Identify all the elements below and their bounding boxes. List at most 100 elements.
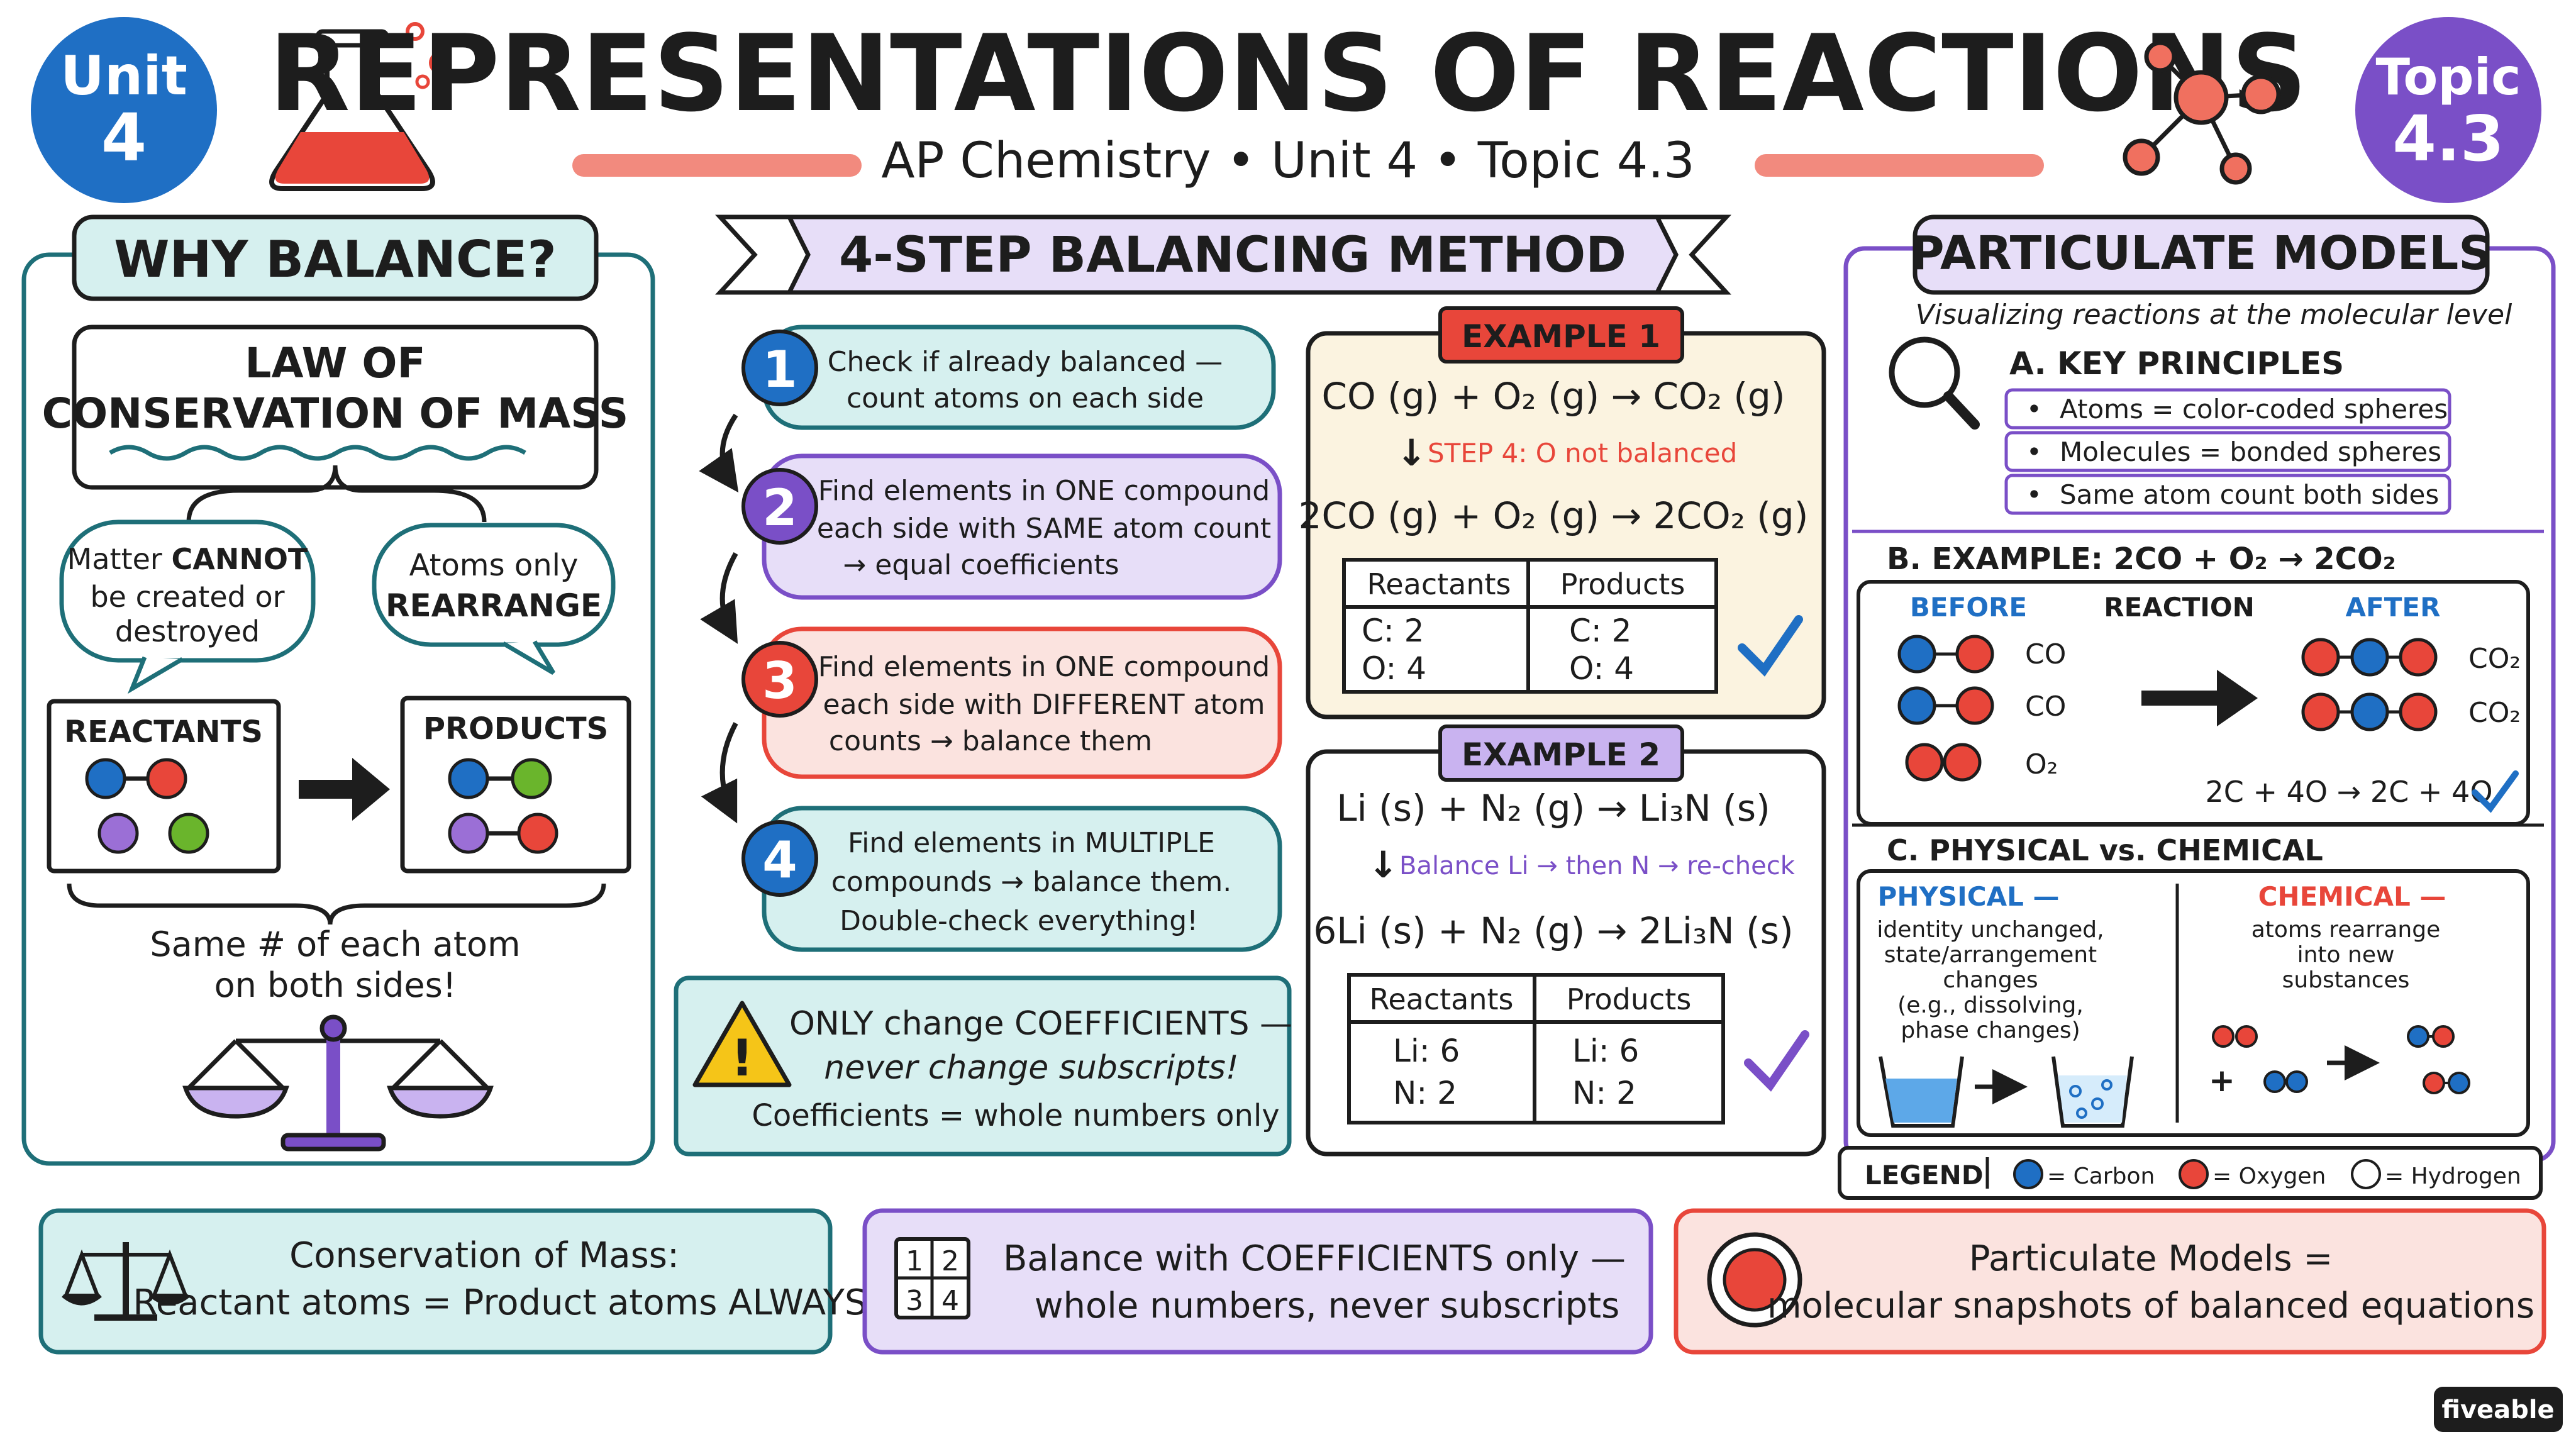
- atom-count: 2C + 4O → 2C + 4O: [2205, 775, 2492, 809]
- atoms-brace: [67, 883, 606, 925]
- summary-1-line1: Conservation of Mass:: [289, 1235, 679, 1276]
- bubble1-bold: CANNOT: [171, 542, 308, 576]
- magnifier-icon: [1889, 336, 1980, 430]
- summary-particulate: Particulate Models = molecular snapshots…: [1674, 1208, 2546, 1355]
- warning-line2: never change subscripts!: [824, 1049, 1238, 1087]
- step-3: 3 Find elements in ONE compound each sid…: [741, 626, 1282, 779]
- principle-3: Same atom count both sides: [2060, 479, 2439, 510]
- o2-molecule: [1905, 743, 1982, 782]
- before-label-2: CO: [2025, 691, 2066, 723]
- scale-icon: [182, 1014, 494, 1152]
- warning-line1: ONLY change COEFFICIENTS —: [789, 1005, 1292, 1043]
- chemical-line3: substances: [2282, 967, 2410, 993]
- physical-line1: identity unchanged,: [1877, 917, 2104, 943]
- summary-2-line2: whole numbers, never subscripts: [1035, 1285, 1620, 1326]
- step-4-line3: Double-check everything!: [840, 905, 1198, 937]
- summary-3-line2: molecular snapshots of balanced equation…: [1767, 1285, 2534, 1326]
- bubble2-bold: REARRANGE: [386, 587, 602, 624]
- law-underline: [109, 445, 526, 461]
- reaction-arrow-icon: [299, 758, 390, 821]
- step-connector-1: [699, 413, 739, 493]
- example-2-r2: N: 2: [1393, 1075, 1457, 1111]
- svg-text:↓: ↓: [1396, 431, 1427, 474]
- reaction-label: REACTION: [2104, 592, 2255, 623]
- beaker-dissolved-icon: [2051, 1056, 2134, 1128]
- example-1-p2: O: 4: [1569, 650, 1634, 687]
- topic-badge: Topic 4.3: [2355, 17, 2541, 203]
- step-4-line1: Find elements in MULTIPLE: [848, 827, 1215, 859]
- svg-text:Matter CANNOT: Matter CANNOT: [67, 542, 308, 576]
- summary-2-line1: Balance with COEFFICIENTS only —: [1003, 1238, 1626, 1279]
- physical-line2: state/arrangement: [1884, 942, 2097, 968]
- legend-hydrogen: = Hydrogen: [2385, 1163, 2521, 1189]
- example-1-step-note: STEP 4: O not balanced: [1428, 438, 1737, 469]
- principle-2: Molecules = bonded spheres: [2060, 436, 2441, 467]
- grid-digit-1: 1: [906, 1245, 923, 1277]
- summary-3-line1: Particulate Models =: [1969, 1238, 2333, 1279]
- after-label-1: CO₂: [2468, 643, 2521, 675]
- chemical-line1: atoms rearrange: [2251, 917, 2441, 943]
- before-label-1: CO: [2025, 638, 2066, 670]
- step-1: 1 Check if already balanced — count atom…: [741, 325, 1276, 430]
- example-2-th-products: Products: [1567, 982, 1692, 1016]
- particulate-panel: PARTICULATE MODELS Visualizing reactions…: [1838, 214, 2556, 1200]
- warning-line3: Coefficients = whole numbers only: [752, 1098, 1279, 1133]
- step-connector-3: [701, 722, 738, 824]
- why-title: WHY BALANCE?: [114, 230, 556, 289]
- legend-label: LEGEND: [1865, 1160, 1984, 1191]
- step-4-number: 4: [762, 831, 797, 889]
- bubble-rearrange: Atoms only REARRANGE: [372, 523, 616, 675]
- reactants-label: REACTANTS: [64, 714, 263, 750]
- example-1-label: EXAMPLE 1: [1462, 318, 1660, 355]
- why-balance-panel: WHY BALANCE? LAW OF CONSERVATION OF MASS…: [21, 214, 655, 1166]
- before-label-3: O₂: [2025, 748, 2058, 780]
- physical-line3: changes: [1943, 967, 2038, 993]
- step-2-line3: → equal coefficients: [843, 549, 1119, 581]
- title-underline-left: [572, 154, 862, 177]
- legend-carbon: = Carbon: [2047, 1163, 2155, 1189]
- step-2-line1: Find elements in ONE compound: [818, 475, 1270, 507]
- example-2-step-note: Balance Li → then N → re-check: [1399, 852, 1796, 880]
- beaker-icon: [1879, 1056, 1964, 1128]
- particulate-subtitle: Visualizing reactions at the molecular l…: [1916, 299, 2512, 331]
- key-principles-title: A. KEY PRINCIPLES: [2009, 345, 2344, 382]
- green-atom: [168, 813, 209, 854]
- summary-1-line2: Reactant atoms = Product atoms ALWAYS: [133, 1282, 867, 1323]
- products-box: PRODUCTS: [400, 696, 631, 874]
- check-icon: [2472, 770, 2519, 813]
- unit-badge: Unit 4: [31, 17, 217, 203]
- co2-molecule: [2301, 692, 2438, 731]
- grid-digit-4: 4: [941, 1285, 959, 1317]
- chemical-products-icon: [2407, 1025, 2470, 1094]
- topic-badge-label: Topic: [2375, 48, 2521, 106]
- bubble1-line3: destroyed: [115, 614, 260, 648]
- step-4-line2: compounds → balance them.: [831, 866, 1232, 898]
- warning-icon: [692, 1001, 792, 1087]
- summary-coefficients: 1 2 3 4 Balance with COEFFICIENTS only —…: [862, 1208, 1653, 1355]
- legend-oxygen-swatch: [2179, 1159, 2209, 1189]
- after-label-2: CO₂: [2468, 697, 2521, 729]
- co-molecule: [1897, 635, 1994, 674]
- physical-line4: (e.g., dissolving,: [1897, 992, 2084, 1018]
- steps-title: 4-STEP BALANCING METHOD: [839, 227, 1626, 284]
- legend: LEGEND = Carbon = Oxygen = Hydrogen: [1838, 1146, 2543, 1200]
- example-1-r1: C: 2: [1362, 613, 1424, 649]
- particulate-title: PARTICULATE MODELS: [1910, 226, 2492, 280]
- example-title: B. EXAMPLE: 2CO + O₂ → 2CO₂: [1887, 541, 2396, 577]
- reactants-box: REACTANTS: [47, 699, 281, 874]
- carbon-atom: [85, 758, 126, 799]
- step-4: 4 Find elements in MULTIPLE compounds → …: [741, 806, 1282, 952]
- step-2-line2: each side with SAME atom count: [817, 513, 1271, 545]
- example-2-r1: Li: 6: [1393, 1033, 1460, 1069]
- check-icon: [1744, 1030, 1809, 1092]
- svg-text:•: •: [2026, 394, 2042, 425]
- grid-digit-2: 2: [941, 1245, 959, 1277]
- legend-oxygen: = Oxygen: [2212, 1163, 2326, 1189]
- before-label: BEFORE: [1910, 592, 2027, 623]
- title-underline-right: [1755, 154, 2044, 177]
- law-line1: LAW OF: [245, 339, 425, 387]
- example-2-balanced: 6Li (s) + N₂ (g) → 2Li₃N (s): [1313, 909, 1793, 952]
- law-brace: [186, 465, 487, 523]
- example-1-r2: O: 4: [1362, 650, 1426, 687]
